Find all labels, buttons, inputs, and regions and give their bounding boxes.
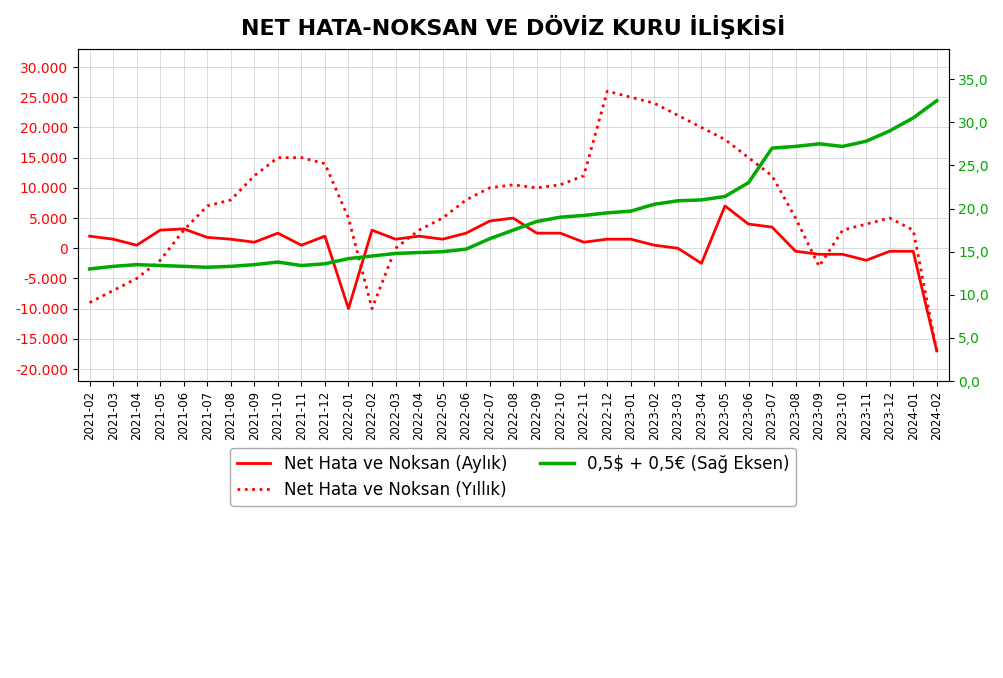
Title: NET HATA-NOKSAN VE DÖVİZ KURU İLİŞKİSİ: NET HATA-NOKSAN VE DÖVİZ KURU İLİŞKİSİ [241,15,784,39]
Legend: Net Hata ve Noksan (Aylık), Net Hata ve Noksan (Yıllık), 0,5$ + 0,5€ (Sağ Eksen): Net Hata ve Noksan (Aylık), Net Hata ve … [230,448,795,506]
